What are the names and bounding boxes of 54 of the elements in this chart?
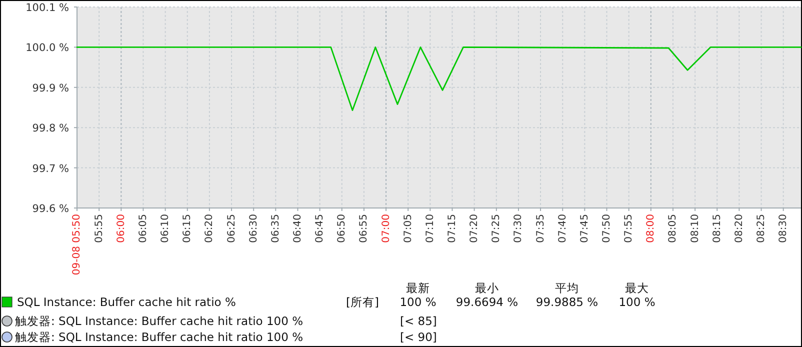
x-tick-label: 08:10 xyxy=(690,214,701,243)
x-tick-label: 06:40 xyxy=(292,214,304,243)
x-tick-label: 06:55 xyxy=(358,214,370,243)
x-tick-label: 06:20 xyxy=(204,214,216,243)
x-tick-label: 07:25 xyxy=(491,214,502,243)
x-tick-label: 06:25 xyxy=(226,214,238,243)
text: [所有] xyxy=(346,295,379,309)
text: 触发器: SQL Instance: Buffer cache hit ratio 100 % xyxy=(15,314,304,328)
x-tick-label: 05:55 xyxy=(94,214,105,243)
x-tick-label: 08:05 xyxy=(668,214,679,243)
text: 最大 xyxy=(625,281,649,295)
x-tick-label: 08:00 xyxy=(646,214,657,243)
legend-label: SQL Instance: Buffer cache hit ratio % xyxy=(17,295,236,309)
x-tick-label: 07:55 xyxy=(624,214,635,243)
x-tick-label: 07:15 xyxy=(446,214,458,243)
x-tick-label: 07:50 xyxy=(601,214,612,243)
text: 触发器: SQL Instance: Buffer cache hit ratio 100 % xyxy=(15,330,304,344)
y-tick-label: 99.6 % xyxy=(32,203,70,215)
y-tick-label: 99.9 % xyxy=(32,82,70,94)
text: 100 % xyxy=(400,295,436,309)
x-tick-label: 06:10 xyxy=(160,214,172,243)
x-tick-label: 06:05 xyxy=(138,214,149,243)
x-tick-label: 06:35 xyxy=(270,214,282,243)
x-tick-label: 08:30 xyxy=(778,214,790,243)
x-tick-label: 07:05 xyxy=(402,214,414,243)
text: 100 % xyxy=(618,295,656,309)
line-series xyxy=(76,46,802,112)
text: 99.6694 % xyxy=(456,295,518,309)
x-tick-label: 07:30 xyxy=(513,214,524,243)
text: 99.9885 % xyxy=(536,295,598,309)
y-tick-label: 100.0 % xyxy=(26,42,70,54)
x-tick-label: 07:45 xyxy=(579,214,590,243)
x-tick-label: 09-08 05:50 xyxy=(72,214,83,276)
x-tick-label: 06:30 xyxy=(248,214,260,243)
x-tick-label: 08:15 xyxy=(712,214,723,243)
x-tick-label: 06:15 xyxy=(182,214,194,243)
text: [< 90] xyxy=(400,330,437,344)
x-tick-label: 06:50 xyxy=(336,214,348,243)
text: 最新 xyxy=(406,281,430,295)
x-tick-label: 06:00 xyxy=(116,214,127,243)
y-tick-label: 100.1 % xyxy=(26,2,70,14)
x-tick-label: 07:35 xyxy=(535,214,546,243)
text: [< 85] xyxy=(400,314,437,328)
text: 最小 xyxy=(475,281,499,295)
text: 平均 xyxy=(555,281,579,295)
x-tick-label: 07:40 xyxy=(557,214,568,243)
x-tick-label: 08:20 xyxy=(734,214,745,243)
y-tick-label: 99.7 % xyxy=(32,162,70,175)
x-tick-label: 08:25 xyxy=(756,214,768,243)
x-tick-label: 07:00 xyxy=(380,214,392,243)
y-tick-label: 99.8 % xyxy=(32,122,70,135)
x-tick-label: 07:20 xyxy=(469,214,480,243)
x-tick-label: 06:45 xyxy=(314,214,326,243)
x-tick-label: 07:10 xyxy=(424,214,436,243)
